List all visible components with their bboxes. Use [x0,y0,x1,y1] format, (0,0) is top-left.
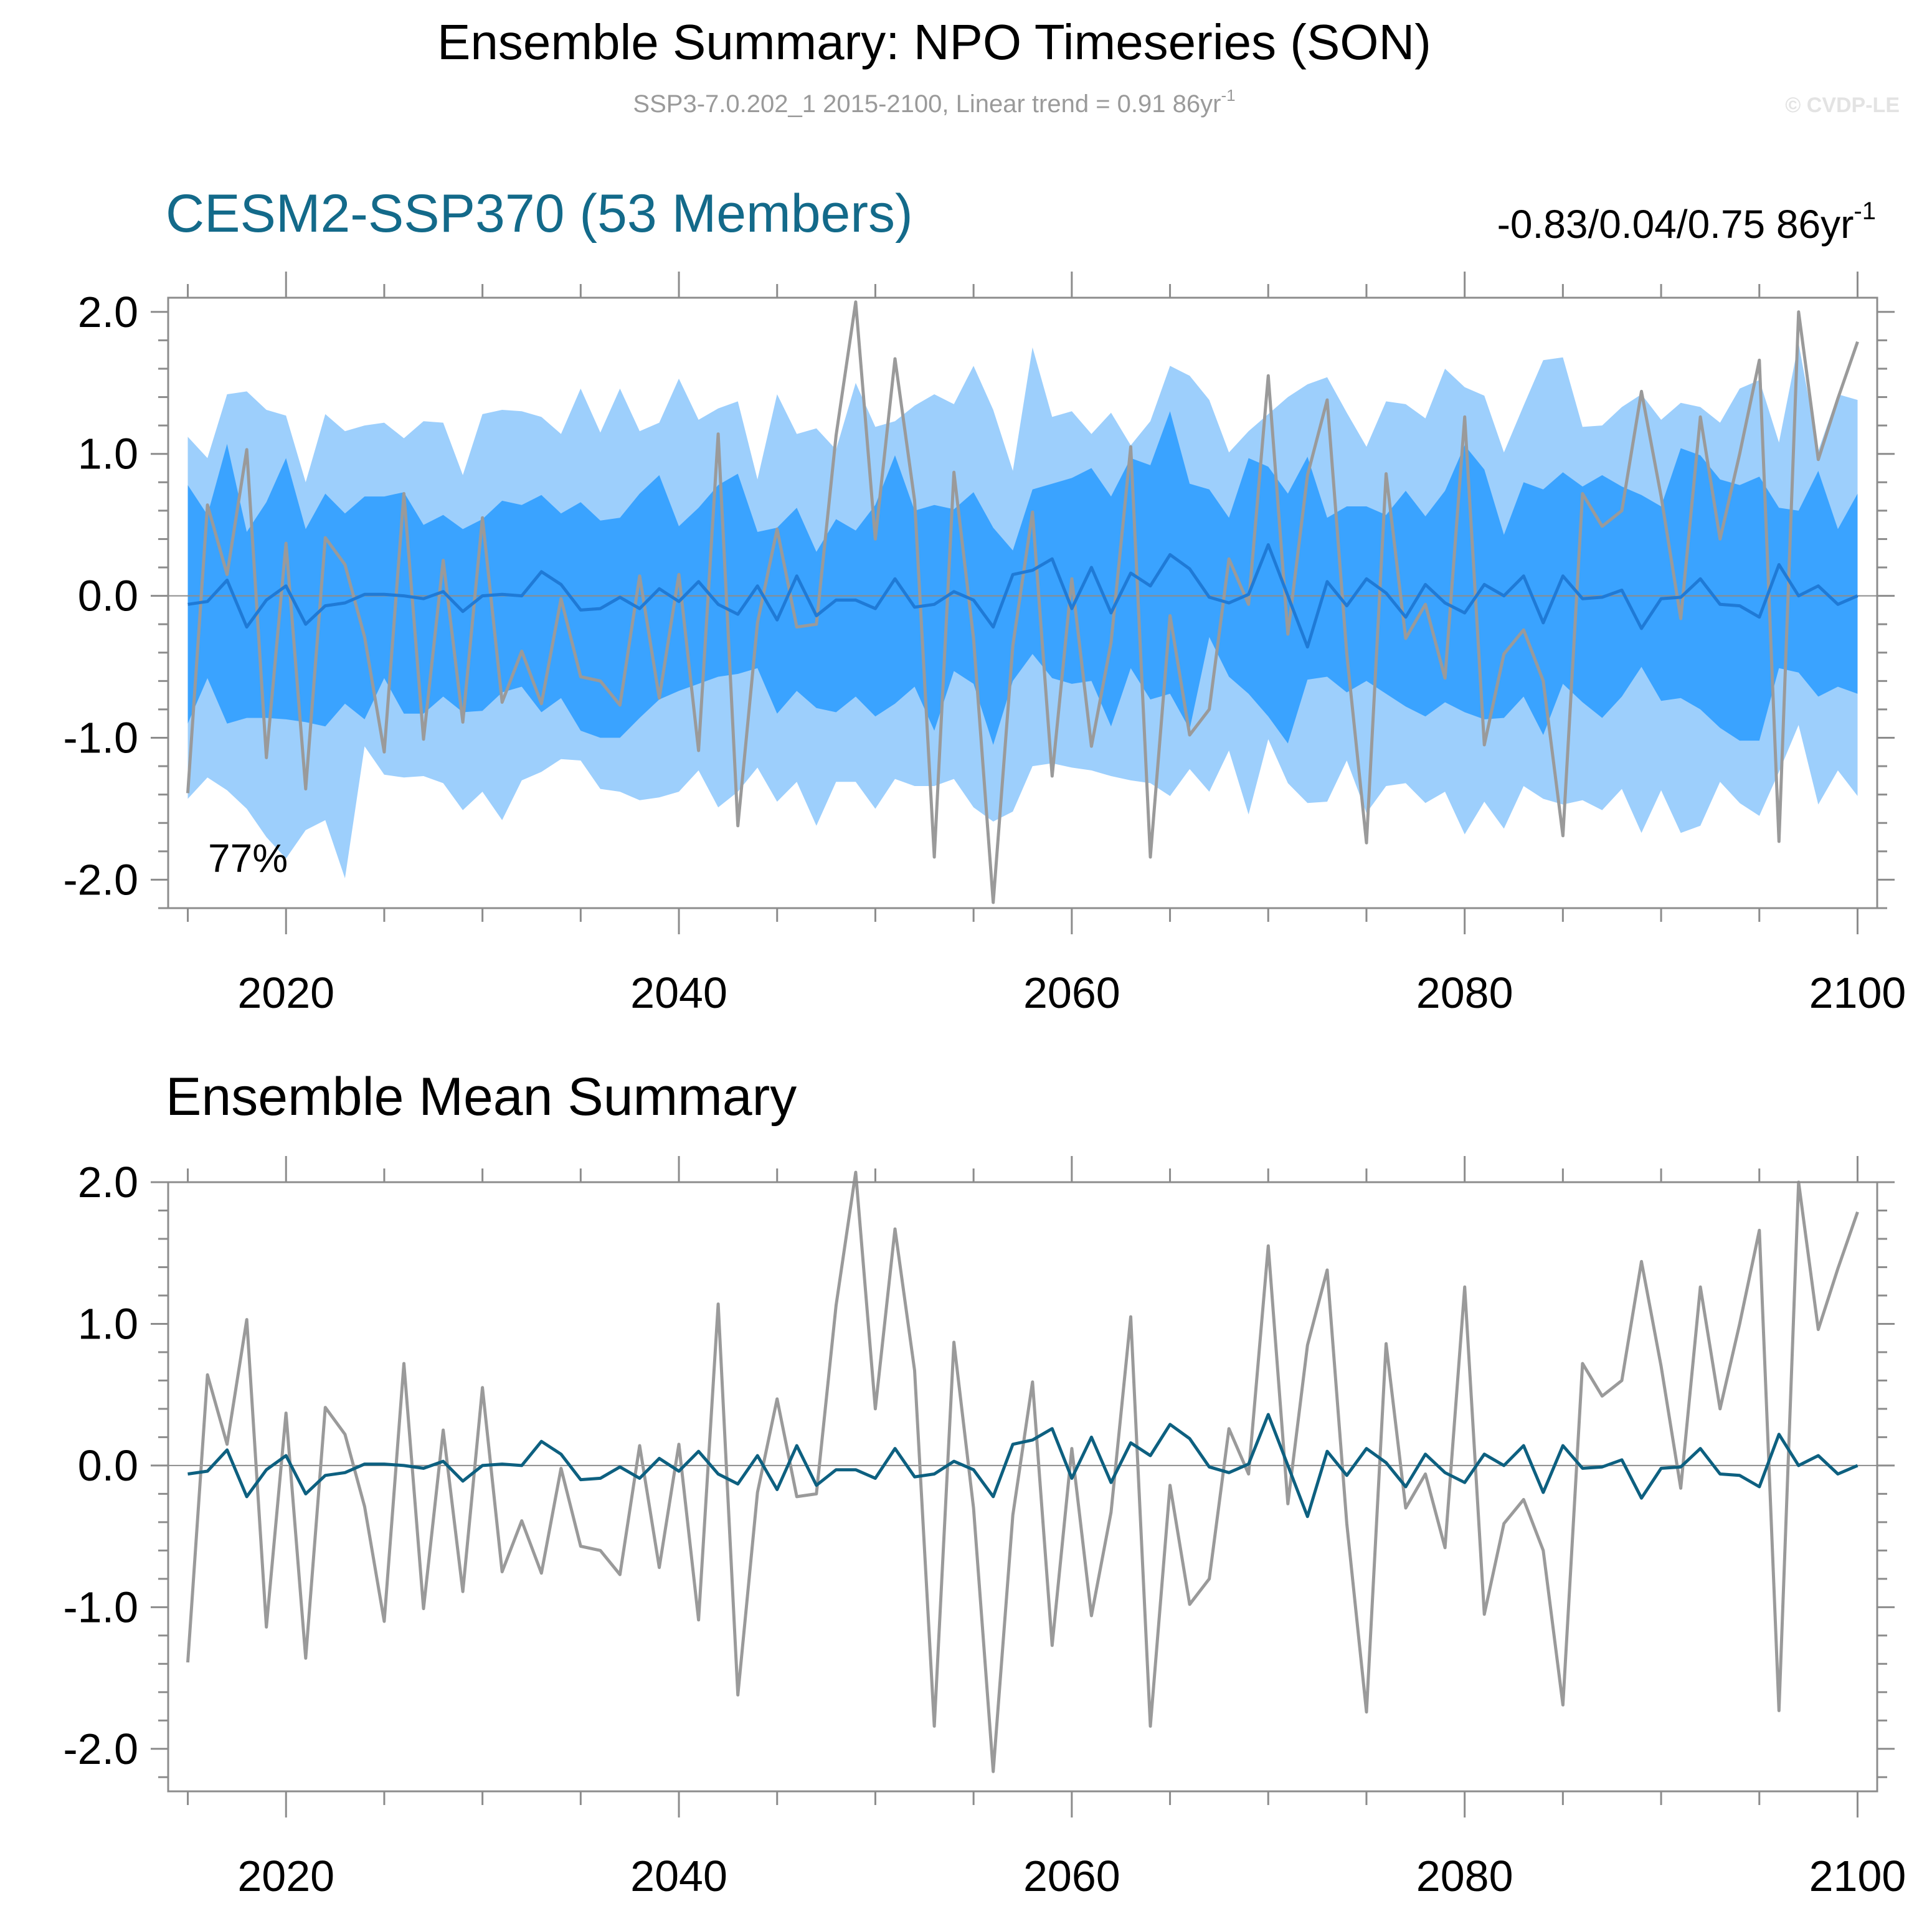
ensemble-mean-line [187,543,1859,649]
y-tick-label: 2.0 [78,1158,138,1206]
y-tick-label: 1.0 [78,430,138,478]
x-tick-label: 2040 [630,1852,727,1900]
bottom-panel-frame [168,1182,1877,1791]
subtitle-text: SSP3-7.0.202_1 2015-2100, Linear trend =… [633,90,1221,118]
x-tick-label: 2020 [237,969,334,1017]
top-panel: 2020 2040 2060 2080 2100 2.0 1.0 0.0 -1.0 -2.0 77… [63,272,1906,1017]
x-tick-label: 2040 [630,969,727,1017]
y-tick-label: -1.0 [63,714,138,762]
y-tick-label: -2.0 [63,855,138,904]
ensemble-mean-line [187,1413,1859,1519]
subtitle-sup: -1 [1221,86,1235,105]
bottom-panel: 2020 2040 2060 2080 2100 2.0 1.0 0.0 -1.0 -2.0 [63,1156,1906,1900]
figure-title: Ensemble Summary: NPO Timeseries (SON) [437,14,1431,70]
observed-line [186,300,1859,904]
x-tick-label: 2060 [1023,969,1120,1017]
trend-annotation-text: -0.83/0.04/0.75 86yr [1497,202,1854,247]
y-tick-label: -2.0 [63,1725,138,1773]
top-panel-trend-annotation: -0.83/0.04/0.75 86yr-1 [1497,197,1876,247]
watermark: © CVDP-LE [1785,93,1900,117]
x-tick-label: 2080 [1416,969,1513,1017]
top-panel-border [167,296,1878,909]
y-tick-label: -1.0 [63,1583,138,1631]
x-tick-label: 2100 [1809,1852,1906,1900]
x-tick-label: 2060 [1023,1852,1120,1900]
x-tick-label: 2080 [1416,1852,1513,1900]
y-tick-label: 2.0 [78,288,138,336]
bottom-panel-ticks [151,1156,1895,1817]
bottom-panel-title: Ensemble Mean Summary [166,1067,797,1127]
figure-subtitle: SSP3-7.0.202_1 2015-2100, Linear trend =… [633,86,1235,118]
observed-line [186,1170,1859,1773]
top-panel-tick-labels: 2020 2040 2060 2080 2100 2.0 1.0 0.0 -1.0 -2.0 [63,288,1906,1017]
top-panel-ticks [151,272,1895,934]
trend-annotation-sup: -1 [1854,197,1876,225]
x-tick-label: 2020 [237,1852,334,1900]
percentage-annotation: 77% [208,836,288,881]
bottom-panel-tick-labels: 2020 2040 2060 2080 2100 2.0 1.0 0.0 -1.0 -2.0 [63,1158,1906,1900]
top-panel-title: CESM2-SSP370 (53 Members) [166,184,913,244]
bottom-panel-border [167,1181,1878,1793]
y-tick-label: 0.0 [78,1441,138,1490]
x-tick-label: 2100 [1809,969,1906,1017]
y-tick-label: 0.0 [78,572,138,620]
y-tick-label: 1.0 [78,1299,138,1348]
